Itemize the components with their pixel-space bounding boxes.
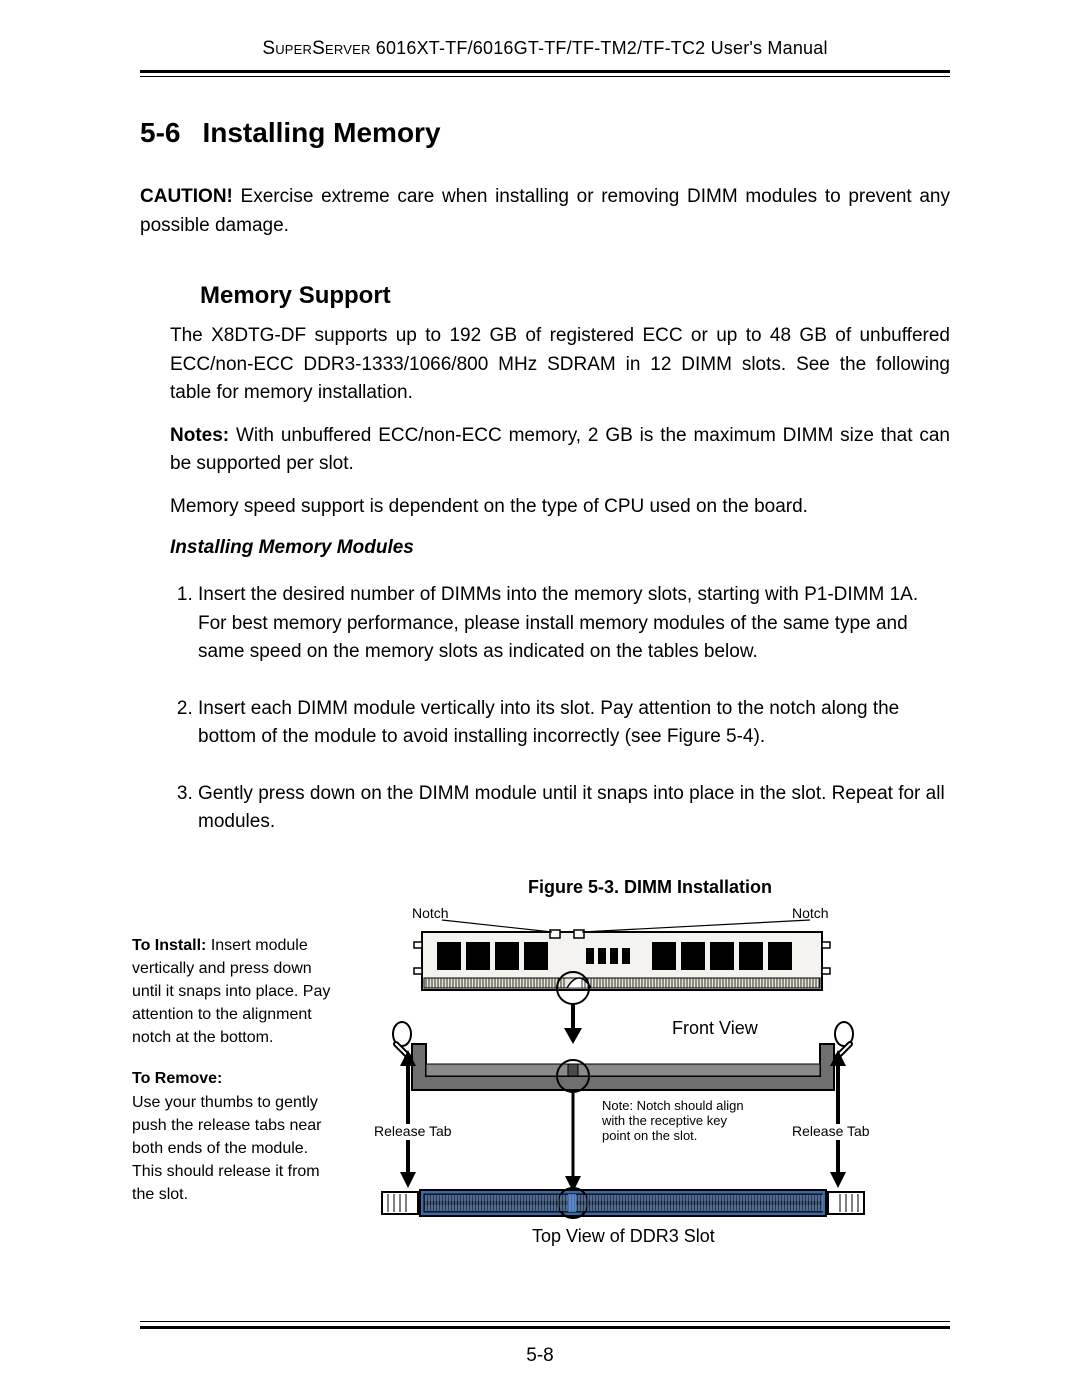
caution-label: CAUTION! <box>140 186 233 207</box>
down-arrow-icon <box>830 1140 846 1188</box>
running-head: SuperServer 6016XT-TF/6016GT-TF/TF-TM2/T… <box>140 38 950 66</box>
footer-rule-thick <box>140 1326 950 1329</box>
header-rule-thick <box>140 70 950 73</box>
label-release-tab-right: Release Tab <box>792 1123 870 1139</box>
figure-diagram: Notch Notch <box>342 904 950 1269</box>
memory-support-p1: The X8DTG-DF supports up to 192 GB of re… <box>170 322 950 408</box>
memory-support-p2: Memory speed support is dependent on the… <box>170 493 950 522</box>
install-step: Insert the desired number of DIMMs into … <box>198 581 950 667</box>
header-rule-thin <box>140 76 950 77</box>
footer-rule-thin <box>140 1321 950 1322</box>
caution-text: Exercise extreme care when installing or… <box>140 186 950 236</box>
slot-front-view-icon <box>393 1022 853 1090</box>
footer-rules <box>140 1318 950 1329</box>
manual-page: SuperServer 6016XT-TF/6016GT-TF/TF-TM2/T… <box>0 0 1080 1397</box>
section-number: 5-6 <box>140 117 180 149</box>
memory-support-notes: Notes: With unbuffered ECC/non-ECC memor… <box>170 422 950 479</box>
page-number: 5-8 <box>0 1345 1080 1367</box>
to-install-label: To Install: <box>132 937 206 954</box>
figure-side-text: To Install: Insert module vertically and… <box>132 904 342 1225</box>
to-remove-label: To Remove: <box>132 1070 222 1087</box>
install-step: Gently press down on the DIMM module unt… <box>198 780 950 837</box>
installing-modules-heading: Installing Memory Modules <box>170 537 950 559</box>
label-notch-left: Notch <box>412 905 449 921</box>
down-arrow-icon <box>565 1092 581 1192</box>
notes-text: With unbuffered ECC/non-ECC memory, 2 GB… <box>170 425 950 475</box>
down-arrow-icon <box>564 1004 582 1044</box>
notes-label: Notes: <box>170 425 229 446</box>
label-notch-right: Notch <box>792 905 829 921</box>
label-note-line2: with the receptive key <box>601 1113 728 1128</box>
memory-support-heading: Memory Support <box>200 282 950 310</box>
dimm-installation-svg: Notch Notch <box>342 904 902 1264</box>
section-title: 5-6 Installing Memory <box>140 117 950 149</box>
label-front-view: Front View <box>672 1018 759 1038</box>
to-remove-text: Use your thumbs to gently push the relea… <box>132 1094 321 1204</box>
label-note-line3: point on the slot. <box>602 1128 697 1143</box>
down-arrow-icon <box>400 1140 416 1188</box>
to-install-paragraph: To Install: Insert module vertically and… <box>132 934 342 1050</box>
to-remove-paragraph: To Remove: Use your thumbs to gently pus… <box>132 1067 342 1206</box>
memory-support-block: The X8DTG-DF supports up to 192 GB of re… <box>170 322 950 837</box>
dimm-module-icon <box>414 930 830 990</box>
install-steps-list: Insert the desired number of DIMMs into … <box>170 581 950 837</box>
figure-wrap: To Install: Insert module vertically and… <box>132 904 950 1269</box>
label-note-line1: Note: Notch should align <box>602 1098 744 1113</box>
caution-paragraph: CAUTION! Exercise extreme care when inst… <box>140 183 950 240</box>
figure-caption: Figure 5-3. DIMM Installation <box>350 877 950 898</box>
running-head-brand: SuperServer <box>262 38 370 59</box>
label-release-tab-left: Release Tab <box>374 1123 452 1139</box>
running-head-rest: 6016XT-TF/6016GT-TF/TF-TM2/TF-TC2 User's… <box>371 38 828 58</box>
install-step: Insert each DIMM module vertically into … <box>198 695 950 752</box>
label-top-view: Top View of DDR3 Slot <box>532 1226 715 1246</box>
section-name: Installing Memory <box>202 117 440 148</box>
